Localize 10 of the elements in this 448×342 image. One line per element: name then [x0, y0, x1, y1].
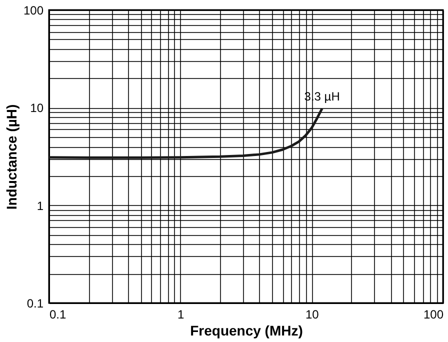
y-tick-label: 100	[23, 4, 44, 18]
y-tick-label: 1	[36, 198, 44, 213]
x-tick-label: 100	[423, 308, 444, 322]
y-tick-label: 0.1	[26, 296, 44, 310]
y-axis-title: Inductance (µH)	[3, 104, 20, 210]
x-tick-label: 0.1	[50, 308, 67, 322]
x-tick-label: 1	[177, 308, 184, 322]
x-tick-label: 10	[305, 308, 320, 322]
x-axis-title: Frequency (MHz)	[190, 322, 303, 338]
y-tick-label: 10	[30, 101, 44, 116]
